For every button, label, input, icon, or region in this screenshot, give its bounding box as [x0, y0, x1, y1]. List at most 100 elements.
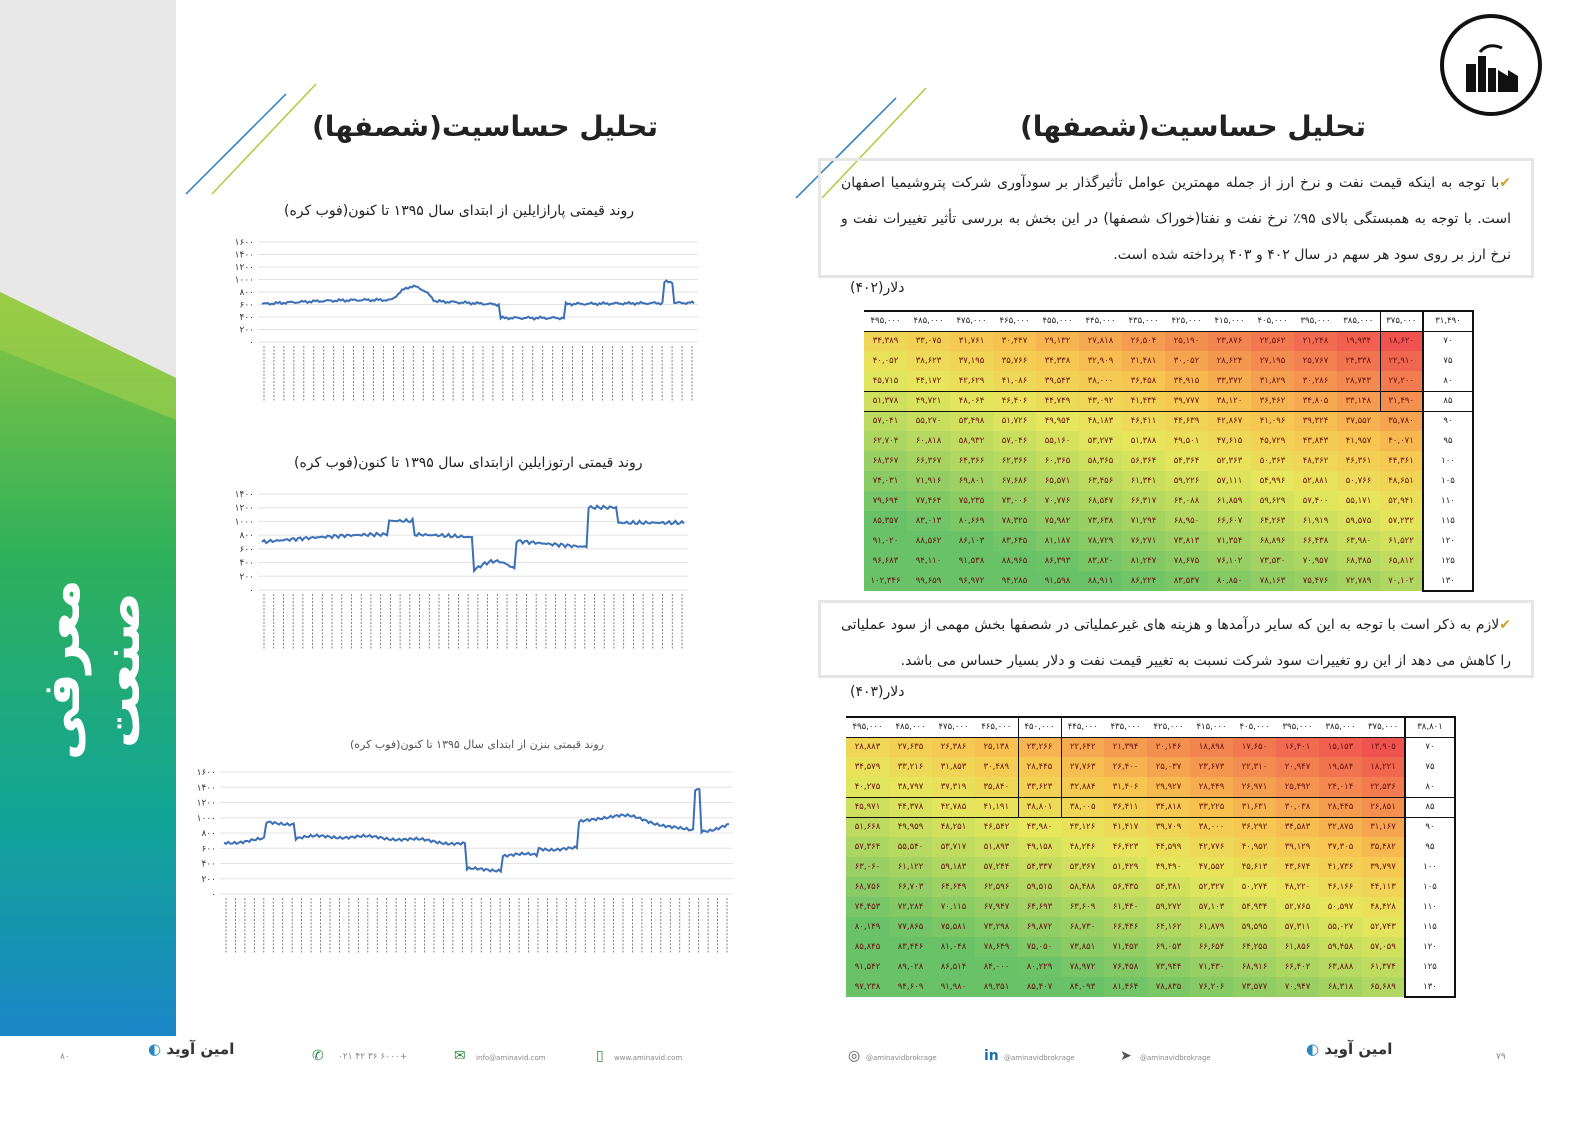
table-cell: ۳۴,۹۱۵: [1165, 371, 1208, 391]
table-cell: ۵۶,۴۳۵: [1104, 877, 1147, 897]
table-cell: ۶۶,۴۴۶: [1104, 917, 1147, 937]
table-cell: ۴۶,۴۰۶: [993, 390, 1036, 412]
brand-mark-icon: ◐: [1306, 1040, 1320, 1058]
table-cell: ۳۰,۰۵۲: [1165, 351, 1208, 371]
table-cell: ۸۶,۵۱۴: [932, 957, 975, 977]
table-cell: ۵۱,۴۲۹: [1104, 857, 1147, 877]
table-col-header: ۴۱۵,۰۰۰: [1190, 716, 1233, 738]
table-row: ۸۵,۳۵۷ ۸۳,۰۱۳ ۸۰,۶۶۹ ۷۸,۳۲۵ ۷۵,۹۸۲ ۷۳,۶۳۸ ۷۱,۲…: [864, 511, 1474, 531]
table-cell: ۵۶,۳۶۴: [1122, 451, 1165, 471]
table-cell: ۲۹,۹۲۷: [1147, 777, 1190, 797]
table-row: ۶۳,۰۶۰ ۶۱,۱۲۲ ۵۹,۱۸۳ ۵۷,۲۴۴ ۵۴,۳۳۷ ۵۳,۳۶۷ ۵۱,۴…: [846, 857, 1456, 877]
table1-label: دلار(۴۰۲): [850, 280, 905, 296]
table-row: ۲۸,۸۸۳ ۲۷,۶۳۵ ۲۶,۳۸۶ ۲۵,۱۳۸ ۲۳,۲۶۶ ۲۲,۶۴۲ ۲۱,۳…: [846, 737, 1456, 757]
y-tick-label: ۱۲۰۰: [198, 799, 216, 809]
table-cell: ۷۸,۶۷۵: [1165, 551, 1208, 571]
table-cell: ۴۲,۷۸۵: [932, 796, 975, 818]
table-cell: ۴۳,۹۸۰: [1018, 817, 1061, 837]
table-corner-base-eps: ۳۱,۴۹۰: [1422, 310, 1474, 332]
footer-email[interactable]: info@aminavid.com: [476, 1054, 546, 1062]
table-cell: ۳۷,۳۱۹: [932, 777, 975, 797]
chart-benzene: ۱۶۰۰ ۱۴۰۰ ۱۲۰۰ ۱۰۰۰ ۸۰۰ ۶۰۰ ۴۰۰ ۲۰۰ ۰: [198, 760, 743, 960]
page-number-left: ۸۰: [60, 1052, 70, 1062]
y-tick-label: ۸۰۰: [201, 829, 216, 839]
table-cell: ۷۰,۷۷۶: [1036, 491, 1079, 511]
table-cell: ۲۰,۹۴۷: [1276, 757, 1319, 777]
table-cell: ۴۰,۹۵۲: [1233, 837, 1276, 857]
table-cell: ۳۳,۰۷۵: [907, 331, 950, 351]
table-col-header: ۴۵۵,۰۰۰: [1036, 310, 1079, 332]
table-cell: ۲۵,۷۶۷: [1294, 351, 1337, 371]
chart-paraxylene: ۱۶۰۰ ۱۴۰۰ ۱۲۰۰ ۱۰۰۰ ۸۰۰ ۶۰۰ ۴۰۰ ۲۰۰ ۰: [228, 232, 708, 412]
table-row: ۵۱,۶۶۸ ۴۹,۹۵۹ ۴۸,۲۵۱ ۴۶,۵۴۲ ۴۳,۹۸۰ ۴۳,۱۲۶ ۴۱,۴…: [846, 817, 1456, 837]
table-cell: ۴۱,۰۸۶: [993, 371, 1036, 391]
table-cell: ۶۶,۳۱۷: [1122, 491, 1165, 511]
y-tick-label: ۰: [249, 586, 254, 596]
table-cell: ۴۶,۵۴۲: [975, 817, 1018, 837]
footer-instagram[interactable]: @aminavidbrokrage: [866, 1054, 937, 1062]
table-cell: ۳۲,۸۸۴: [1061, 777, 1104, 797]
table-cell: ۳۴,۵۷۹: [846, 757, 889, 777]
chart-title-orthoxylene: روند قیمتی ارتوزایلین ازابتدای سال ۱۳۹۵ …: [294, 455, 643, 471]
table-cell: ۷۳,۸۵۱: [1061, 937, 1104, 957]
table-cell: ۴۹,۹۵۴: [1036, 411, 1079, 431]
table-cell: ۵۷,۱۰۳: [1190, 897, 1233, 917]
table2-label: دلار(۴۰۳): [850, 684, 905, 700]
footer-telegram[interactable]: @aminavidbrokrage: [1140, 1054, 1211, 1062]
table-cell: ۴۰,۲۷۵: [846, 777, 889, 797]
table-cell: ۵۹,۵۹۵: [1233, 917, 1276, 937]
table-cell: ۴۳,۰۹۲: [1079, 390, 1122, 412]
table-cell: ۶۰,۳۶۵: [1036, 451, 1079, 471]
table-row: ۷۴,۰۳۱ ۷۱,۹۱۶ ۶۹,۸۰۱ ۶۷,۶۸۶ ۶۵,۵۷۱ ۶۳,۴۵۶ ۶۱,۳…: [864, 471, 1474, 491]
table-cell: ۴۶,۴۲۳: [1104, 837, 1147, 857]
table-cell: ۷۱,۲۹۴: [1122, 511, 1165, 531]
table-cell: ۳۸,۷۹۷: [889, 777, 932, 797]
table-row: ۵۷,۰۴۱ ۵۵,۲۷۰ ۵۳,۴۹۸ ۵۱,۷۲۶ ۴۹,۹۵۴ ۴۸,۱۸۳ ۴۶,۴…: [864, 411, 1474, 431]
table-cell: ۵۵,۱۶۰: [1036, 431, 1079, 451]
y-tick-label: ۴۰۰: [239, 559, 254, 569]
sensitivity-table-402: ۴۹۵,۰۰۰ ۴۸۵,۰۰۰ ۴۷۵,۰۰۰ ۴۶۵,۰۰۰ ۴۵۵,۰۰۰ ۴۴۵,۰…: [864, 310, 1474, 592]
table-cell: ۷۶,۲۰۶: [1190, 977, 1233, 997]
table-cell: ۵۱,۶۶۸: [846, 817, 889, 837]
table-cell: ۶۸,۳۱۸: [1319, 977, 1362, 997]
table-cell: ۳۱,۴۰۶: [1104, 777, 1147, 797]
table-cell: ۲۸,۸۸۳: [846, 737, 889, 757]
table-cell: ۹۱,۵۹۸: [1036, 571, 1079, 591]
table-row: ۹۱,۰۲۰ ۸۸,۵۶۲ ۸۶,۱۰۳ ۸۳,۶۴۵ ۸۱,۱۸۷ ۷۸,۷۲۹ ۷۶,۲…: [864, 531, 1474, 551]
table-cell: ۹۴,۲۸۵: [993, 571, 1036, 591]
table-cell: ۸۶,۱۰۳: [950, 531, 993, 551]
table-row-header: ۱۱۵: [1422, 511, 1474, 531]
table-cell: ۳۶,۲۹۲: [1233, 817, 1276, 837]
table-cell: ۳۱,۶۳۱: [1233, 796, 1276, 818]
table-cell: ۶۷,۶۸۶: [993, 471, 1036, 491]
table-cell: ۸۳,۴۴۶: [889, 937, 932, 957]
y-tick-label: ۲۰۰: [239, 326, 254, 336]
page-heading-left: تحلیل حساسیت(شصفها): [312, 110, 658, 143]
table-cell: ۴۸,۲۵۱: [932, 817, 975, 837]
footer-linkedin[interactable]: @aminavidbrokrage: [1004, 1054, 1075, 1062]
linkedin-icon: in: [984, 1048, 999, 1064]
table-cell: ۶۳,۸۸۸: [1319, 957, 1362, 977]
table-cell: ۴۱,۴۳۴: [1122, 390, 1165, 412]
table-row: ۴۰,۲۷۵ ۳۸,۷۹۷ ۳۷,۳۱۹ ۳۵,۸۴۰ ۳۳,۶۲۳ ۳۲,۸۸۴ ۳۱,۴…: [846, 777, 1456, 797]
footer-phone[interactable]: ۰۲۱ ۴۲ ۳۶ ۶۰۰۰+: [338, 1052, 408, 1062]
table-row-header: ۸۰: [1404, 777, 1456, 797]
table-cell: ۳۵,۴۸۲: [1362, 837, 1405, 857]
table-row: ۶۸,۳۶۷ ۶۶,۳۶۷ ۶۴,۳۶۶ ۶۲,۳۶۶ ۶۰,۳۶۵ ۵۸,۳۶۵ ۵۶,۳…: [864, 451, 1474, 471]
y-tick-label: ۱۲۰۰: [235, 504, 254, 514]
table-cell: ۵۷,۳۶۴: [846, 837, 889, 857]
table-col-header: ۳۸۵,۰۰۰: [1319, 716, 1362, 738]
table-cell: ۲۶,۵۰۴: [1122, 331, 1165, 351]
table-cell: ۷۳,۵۳۰: [1251, 551, 1294, 571]
table-row-header: ۱۳۰: [1404, 977, 1456, 998]
table-cell: ۴۳,۸۴۳: [1294, 431, 1337, 451]
table-cell: ۳۸,۰۰۵: [1061, 796, 1104, 818]
table-cell: ۷۳,۶۳۸: [1079, 511, 1122, 531]
footer-website[interactable]: www.aminavid.com: [614, 1054, 683, 1062]
table-cell: ۲۷,۸۱۸: [1079, 331, 1122, 351]
table-cell: ۴۹,۴۹۰: [1147, 857, 1190, 877]
table-cell: ۳۸,۶۲۳: [907, 351, 950, 371]
table-cell: ۲۲,۵۶۲: [1251, 331, 1294, 351]
table-cell: ۴۹,۵۰۱: [1165, 431, 1208, 451]
